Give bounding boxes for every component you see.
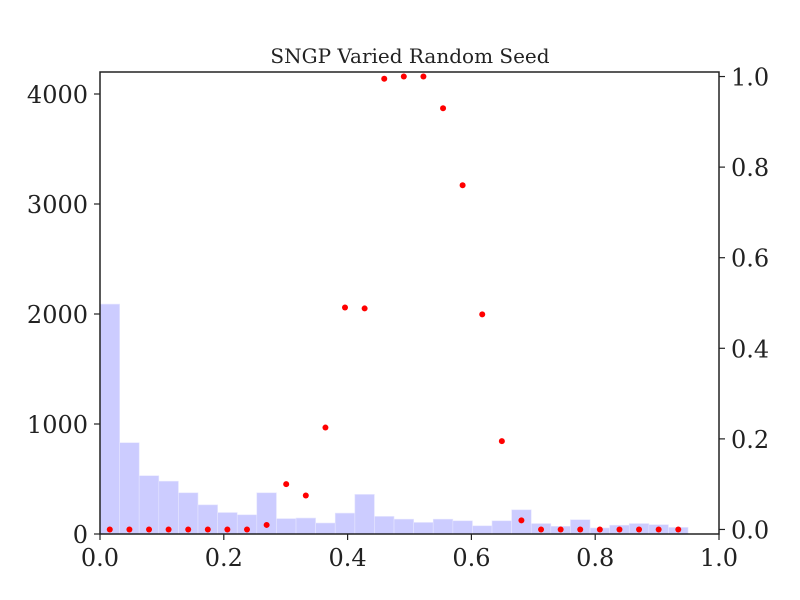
histogram-bar bbox=[452, 520, 473, 535]
x-tick-label: 0.4 bbox=[329, 544, 367, 572]
scatter-point bbox=[204, 526, 211, 533]
histogram-bar bbox=[158, 480, 179, 535]
scatter-point bbox=[263, 521, 270, 528]
y-tick-label: 0 bbox=[73, 521, 88, 549]
y-axis-left: 0 1000 2000 3000 4000 bbox=[27, 81, 100, 549]
y-tick-label: 2000 bbox=[27, 301, 88, 329]
scatter-point bbox=[224, 526, 231, 533]
x-axis: 0.0 0.2 0.4 0.6 0.8 1.0 bbox=[81, 534, 738, 572]
x-tick-label: 0.6 bbox=[452, 544, 490, 572]
scatter-point bbox=[400, 73, 407, 80]
scatter-point bbox=[440, 105, 447, 112]
scatter-point bbox=[498, 438, 505, 445]
scatter-point bbox=[636, 526, 643, 533]
y2-tick-label: 1.0 bbox=[731, 64, 769, 92]
scatter-point bbox=[459, 182, 466, 189]
x-tick-label: 1.0 bbox=[700, 544, 738, 572]
scatter-point bbox=[518, 517, 525, 524]
y2-tick-label: 0.6 bbox=[731, 245, 769, 273]
scatter-point bbox=[675, 526, 682, 533]
scatter-point bbox=[361, 305, 368, 312]
histogram-bar bbox=[315, 522, 336, 535]
scatter-point bbox=[146, 526, 153, 533]
scatter-point bbox=[577, 526, 584, 533]
y-tick-label: 4000 bbox=[27, 81, 88, 109]
y2-tick-label: 0.8 bbox=[731, 154, 769, 182]
scatter-point bbox=[106, 526, 113, 533]
scatter-point bbox=[538, 526, 545, 533]
x-tick-label: 0.2 bbox=[205, 544, 243, 572]
scatter-point bbox=[244, 526, 251, 533]
histogram-bar bbox=[99, 303, 120, 535]
histogram-bar bbox=[295, 517, 316, 535]
histogram-bar bbox=[276, 518, 297, 535]
scatter-points bbox=[106, 73, 682, 533]
scatter-point bbox=[165, 526, 172, 533]
y-tick-label: 1000 bbox=[27, 411, 88, 439]
histogram-bar bbox=[432, 518, 454, 535]
histogram-bar bbox=[491, 520, 512, 535]
scatter-point bbox=[126, 526, 133, 533]
scatter-point bbox=[322, 424, 329, 431]
scatter-point bbox=[420, 73, 427, 80]
plot-frame bbox=[99, 71, 720, 535]
histogram-bar bbox=[374, 516, 395, 535]
scatter-point bbox=[381, 75, 388, 82]
x-tick-label: 0.0 bbox=[81, 544, 119, 572]
scatter-point bbox=[557, 526, 564, 533]
histogram-bar bbox=[334, 512, 356, 535]
chart-title: SNGP Varied Random Seed bbox=[270, 44, 549, 68]
scatter-point bbox=[283, 481, 290, 488]
scatter-point bbox=[596, 526, 603, 533]
histogram-bar bbox=[354, 494, 375, 535]
histogram-bar bbox=[413, 522, 434, 535]
histogram-bars bbox=[99, 303, 689, 535]
histogram-bar bbox=[472, 525, 493, 535]
histogram-bar bbox=[393, 518, 414, 535]
y2-tick-label: 0.2 bbox=[731, 426, 769, 454]
scatter-point bbox=[655, 526, 662, 533]
scatter-point bbox=[616, 526, 623, 533]
y2-tick-label: 0.4 bbox=[731, 335, 769, 363]
histogram-bar bbox=[138, 475, 160, 535]
y-axis-right: 0.0 0.2 0.4 0.6 0.8 1.0 bbox=[719, 64, 769, 544]
histogram-bar bbox=[119, 442, 140, 535]
y2-tick-label: 0.0 bbox=[731, 516, 769, 544]
x-tick-label: 0.8 bbox=[576, 544, 614, 572]
scatter-point bbox=[479, 311, 486, 318]
y-tick-label: 3000 bbox=[27, 191, 88, 219]
scatter-point bbox=[185, 526, 192, 533]
scatter-point bbox=[302, 492, 309, 499]
scatter-point bbox=[342, 304, 349, 311]
